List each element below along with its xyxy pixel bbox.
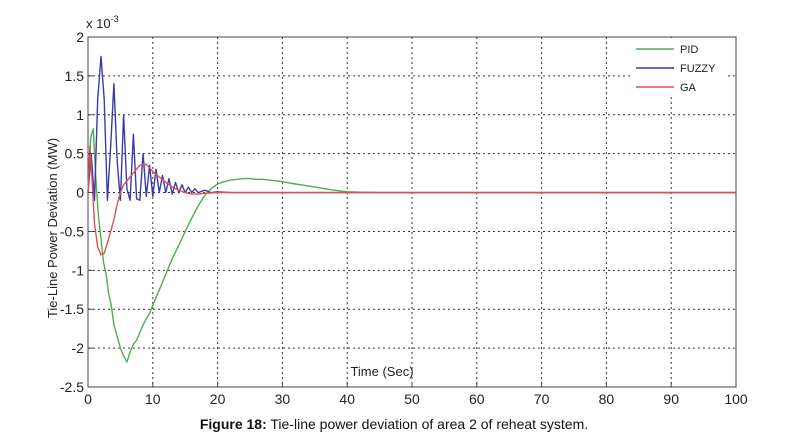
caption-label: Figure 18: xyxy=(199,416,267,432)
series-line-pid xyxy=(87,128,736,363)
y-tick-label: 0.5 xyxy=(65,146,85,162)
y-tick-label: -2 xyxy=(72,340,85,356)
y-tick-label: 2 xyxy=(76,29,84,45)
y-multiplier-exponent: -3 xyxy=(111,14,119,24)
y-tick-label: -1.5 xyxy=(60,301,84,317)
y-tick-label: -1 xyxy=(72,262,85,278)
legend-label-ga: GA xyxy=(680,82,697,94)
y-multiplier: x 10-3 xyxy=(86,14,119,31)
y-tick-label: -0.5 xyxy=(60,223,84,239)
x-tick-label: 0 xyxy=(84,391,92,407)
x-axis: 0 10 20 30 40 50 60 70 80 90 100 xyxy=(84,382,748,407)
legend-label-fuzzy: FUZZY xyxy=(680,63,716,75)
series-line-fuzzy xyxy=(87,55,736,202)
y-axis: 2 1.5 1 0.5 0 -0.5 -1 -1.5 -2 -2.5 xyxy=(60,29,93,395)
y-axis-label: Tie-Line Power Deviation (MW) xyxy=(45,138,60,318)
grid xyxy=(88,37,736,387)
x-tick-label: 50 xyxy=(404,391,420,407)
x-tick-label: 80 xyxy=(599,391,615,407)
x-tick-label: 40 xyxy=(339,391,355,407)
legend: PID FUZZY GA xyxy=(630,38,728,96)
x-tick-label: 90 xyxy=(663,391,679,407)
chart: 0 10 20 30 40 50 60 70 80 90 100 2 1.5 1 0.5 0 -0.5 -1 -1… xyxy=(45,14,748,407)
y-tick-label: 1.5 xyxy=(65,68,85,84)
series-line-ga xyxy=(87,145,736,256)
x-tick-label: 10 xyxy=(145,391,161,407)
series-layer xyxy=(87,55,736,363)
x-tick-label: 70 xyxy=(534,391,550,407)
caption-text: Tie-line power deviation of area 2 of re… xyxy=(266,416,589,432)
x-axis-label: Time (Sec) xyxy=(350,364,413,379)
y-tick-label: 0 xyxy=(76,185,84,201)
y-tick-label: -2.5 xyxy=(60,379,84,395)
y-tick-label: 1 xyxy=(76,107,84,123)
legend-label-pid: PID xyxy=(680,44,698,56)
figure-caption: Figure 18: Tie-line power deviation of a… xyxy=(0,416,788,432)
x-tick-label: 30 xyxy=(275,391,291,407)
x-tick-label: 100 xyxy=(724,391,748,407)
x-tick-label: 60 xyxy=(469,391,485,407)
x-tick-label: 20 xyxy=(210,391,226,407)
